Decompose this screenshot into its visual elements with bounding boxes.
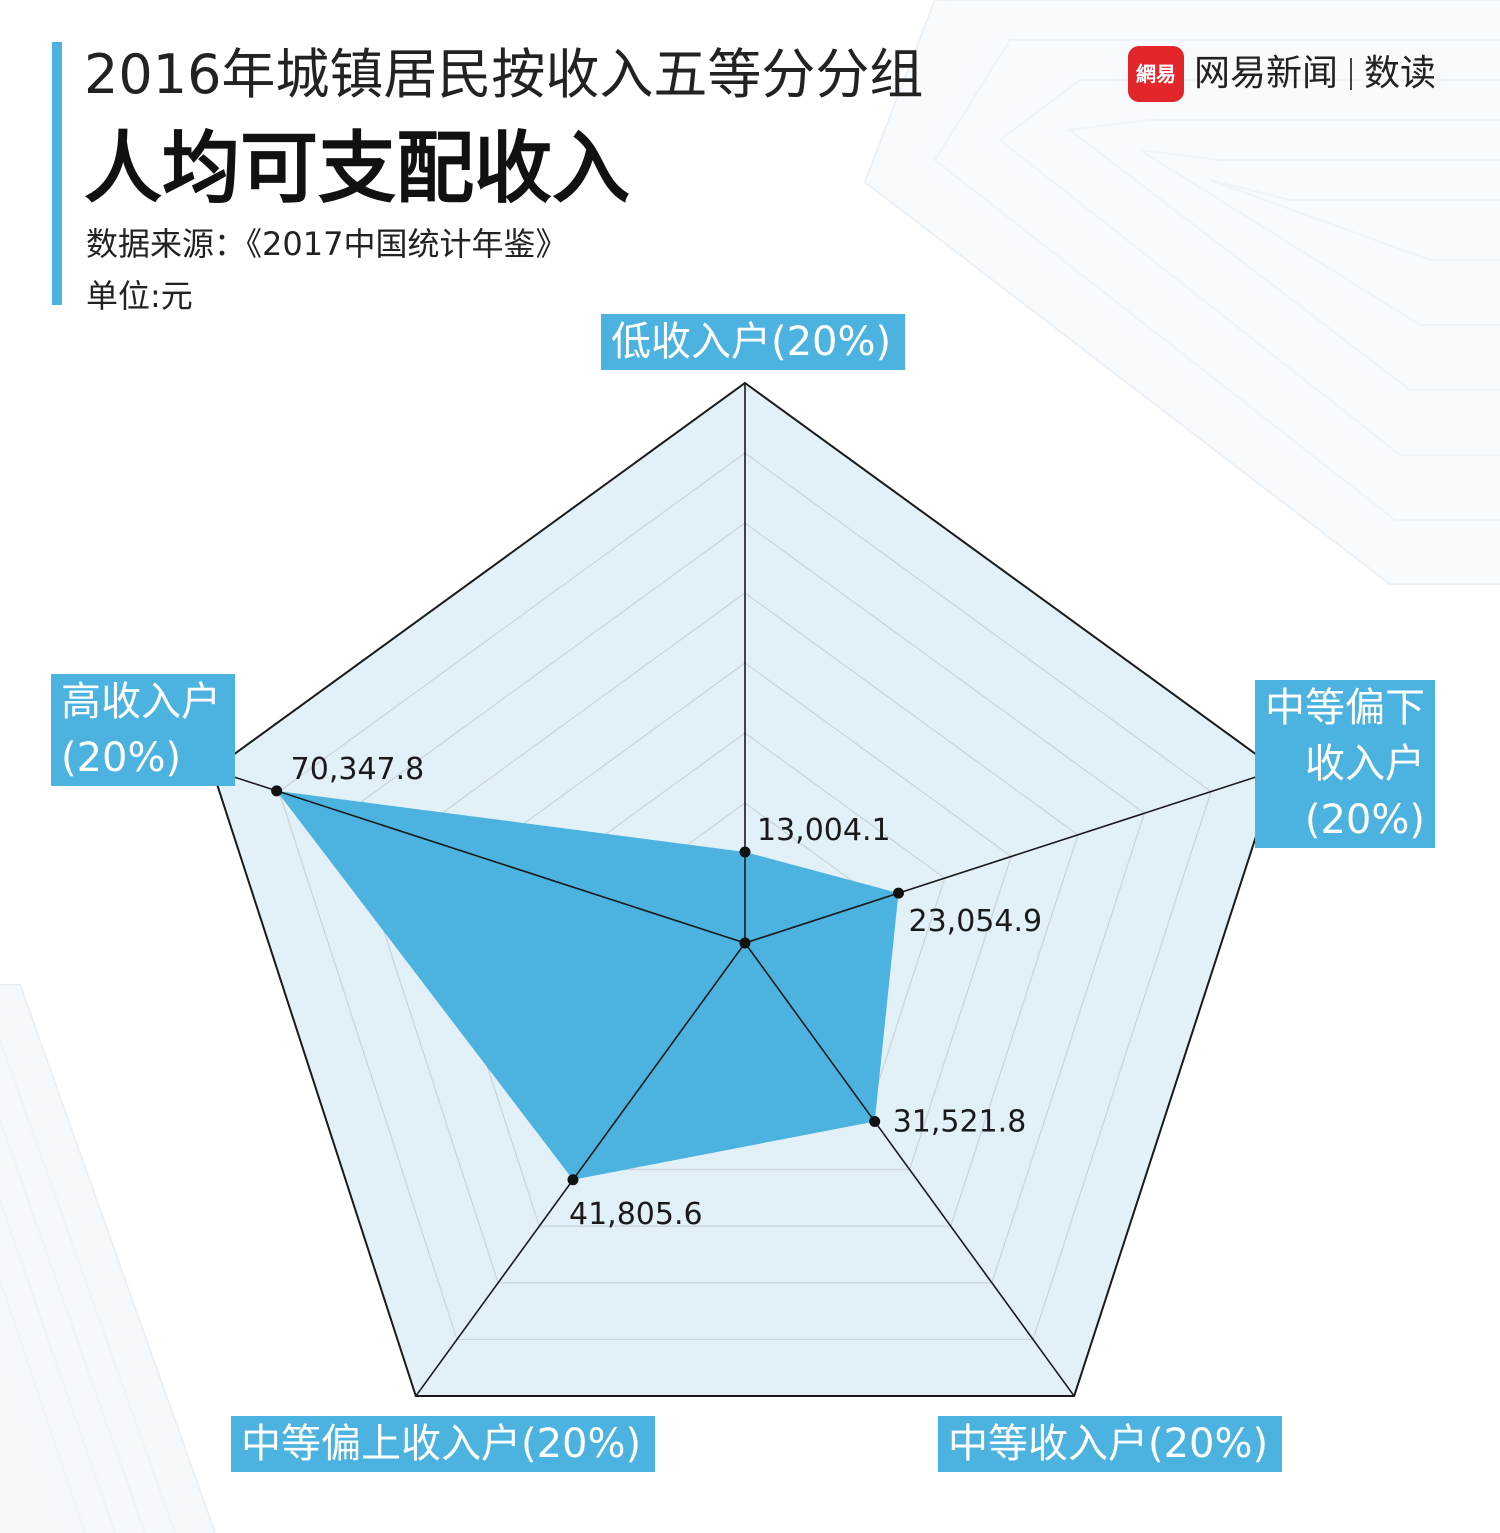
data-point: [893, 888, 904, 899]
axis-label-upper-middle-income: 中等偏上收入户(20%): [231, 1416, 655, 1472]
data-label: 41,805.6: [569, 1197, 703, 1232]
data-point: [740, 846, 751, 857]
axis-label-line: 中等收入户(20%): [948, 1416, 1268, 1472]
axis-label-line: 低收入户(20%): [611, 314, 891, 370]
data-label: 31,521.8: [893, 1105, 1027, 1140]
center-point: [740, 938, 751, 949]
axis-label-low-income: 低收入户(20%): [601, 314, 905, 370]
axis-label-line: (20%): [61, 730, 225, 786]
axis-label-high-income: 高收入户 (20%): [51, 674, 235, 786]
data-point: [271, 785, 282, 796]
axis-label-line: 收入户: [1265, 736, 1425, 792]
axis-label-line: 中等偏下: [1265, 680, 1425, 736]
data-label: 70,347.8: [291, 752, 425, 787]
data-label: 13,004.1: [757, 813, 891, 848]
data-point: [567, 1174, 578, 1185]
data-label: 23,054.9: [908, 904, 1042, 939]
axis-label-middle-income: 中等收入户(20%): [938, 1416, 1282, 1472]
axis-label-line: (20%): [1265, 792, 1425, 848]
axis-label-lower-middle-income: 中等偏下 收入户 (20%): [1255, 680, 1435, 848]
axis-label-line: 中等偏上收入户(20%): [241, 1416, 641, 1472]
axis-label-line: 高收入户: [61, 674, 225, 730]
data-point: [869, 1116, 880, 1127]
